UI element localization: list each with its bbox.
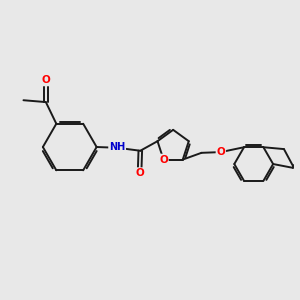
Text: O: O [217,147,225,157]
Text: O: O [41,75,50,85]
Text: O: O [135,168,144,178]
Text: NH: NH [109,142,125,152]
Text: O: O [159,154,168,165]
